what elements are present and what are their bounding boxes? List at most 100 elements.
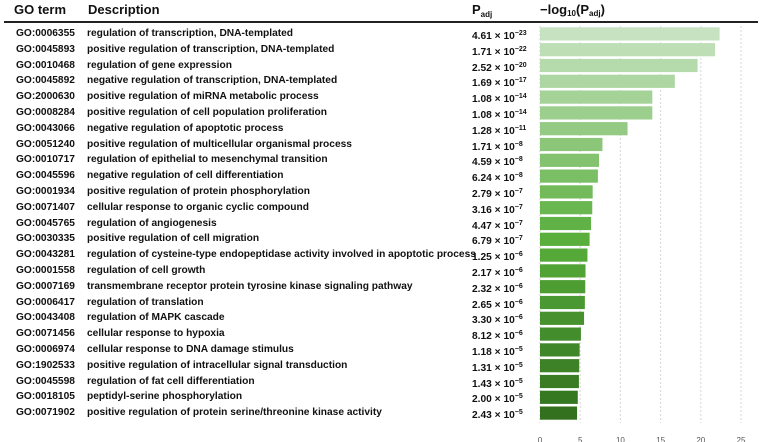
padj-exponent: −14 [514, 109, 527, 116]
go-term-description: cellular response to hypoxia [87, 328, 225, 340]
padj-value: 1.71 × 10−8 [472, 140, 523, 153]
padj-exponent: −7 [514, 235, 523, 243]
go-term-id: GO:0006417 [16, 296, 75, 308]
padj-mantissa: 3.30 [472, 315, 492, 327]
header-padj-p: P [472, 2, 481, 17]
go-term-id: GO:0001558 [16, 265, 75, 276]
padj-mantissa: 1.69 [472, 78, 492, 90]
bar-GO-1902533 [540, 359, 580, 373]
bar-GO-0008284 [540, 106, 653, 120]
go-term-description: positive regulation of protein serine/th… [87, 407, 382, 419]
padj-mantissa: 1.18 [472, 347, 492, 358]
padj-exponent: −6 [514, 282, 523, 290]
go-term-description: regulation of transcription, DNA-templat… [87, 28, 294, 39]
padj-exponent: −5 [514, 409, 523, 417]
go-term-description: regulation of translation [87, 296, 204, 308]
padj-value: 1.31 × 10−5 [472, 361, 523, 374]
padj-exponent: −22 [514, 45, 527, 53]
bar-GO-0045765 [540, 216, 592, 231]
go-term-description: regulation of fat cell differentiation [87, 375, 255, 387]
padj-value: 2.79 × 10−7 [472, 188, 523, 200]
padj-value: 4.61 × 10−23 [472, 30, 527, 42]
padj-mantissa: 1.08 [472, 94, 492, 106]
padj-exponent: −6 [514, 267, 523, 274]
go-term-id: GO:0045892 [16, 75, 75, 87]
padj-mantissa: 4.59 [472, 157, 492, 169]
go-term-description: regulation of cell growth [87, 265, 206, 276]
go-term-id: GO:0030335 [16, 233, 75, 245]
header-log-prefix: −log [540, 2, 568, 17]
go-term-id: GO:0018105 [16, 391, 75, 403]
bar-GO-2000630 [540, 90, 653, 104]
header-padj-sub: adj [480, 10, 493, 19]
padj-exponent: −6 [514, 298, 523, 306]
x-tick-label: 25 [737, 436, 746, 442]
bar-GO-0071407 [540, 201, 593, 215]
padj-value: 4.47 × 10−7 [472, 219, 523, 232]
padj-mantissa: 2.79 [472, 189, 492, 200]
go-term-id: GO:0006355 [16, 28, 75, 39]
padj-mantissa: 3.16 [472, 204, 492, 216]
padj-value: 2.00 × 10−5 [472, 393, 523, 406]
padj-mantissa: 1.71 [472, 46, 492, 58]
go-term-id: GO:0006974 [16, 344, 75, 355]
padj-value: 2.52 × 10−20 [472, 61, 527, 74]
bar-GO-0043066 [540, 122, 628, 136]
go-term-description: regulation of cysteine-type endopeptidas… [87, 249, 476, 261]
go-term-description: regulation of gene expression [87, 59, 232, 71]
bar-GO-0006355 [540, 27, 720, 41]
go-term-id: GO:0045893 [16, 43, 75, 55]
padj-exponent: −23 [514, 30, 527, 37]
go-term-description: positive regulation of transcription, DN… [87, 43, 335, 55]
x-tick-label: 10 [616, 436, 625, 442]
padj-mantissa: 2.43 [472, 410, 492, 422]
padj-exponent: −8 [514, 140, 523, 148]
header-log-base: 10 [567, 9, 576, 18]
padj-value: 4.59 × 10−8 [472, 156, 523, 169]
bar-GO-0045893 [540, 43, 716, 57]
padj-mantissa: 2.17 [472, 268, 492, 279]
go-term-description: regulation of angiogenesis [87, 217, 217, 229]
padj-mantissa: 1.25 [472, 252, 492, 264]
header-description: Description [88, 2, 160, 17]
padj-mantissa: 1.71 [472, 141, 492, 153]
padj-value: 3.16 × 10−7 [472, 203, 523, 216]
padj-mantissa: 1.08 [472, 110, 492, 121]
go-term-id: GO:0001934 [16, 186, 75, 197]
padj-value: 1.08 × 10−14 [472, 109, 527, 121]
bar-GO-0010468 [540, 58, 698, 73]
go-term-id: GO:0071407 [16, 201, 75, 213]
go-term-id: GO:0043066 [16, 122, 75, 134]
bar-GO-0010717 [540, 153, 600, 167]
bar-GO-0001558 [540, 264, 586, 278]
bar-GO-0043281 [540, 248, 588, 262]
bar-GO-0071456 [540, 327, 581, 341]
go-term-id: GO:2000630 [16, 91, 75, 103]
go-term-description: positive regulation of intracellular sig… [87, 359, 348, 371]
padj-mantissa: 2.32 [472, 283, 492, 295]
padj-mantissa: 8.12 [472, 331, 492, 343]
padj-exponent: −7 [514, 219, 523, 227]
go-term-description: cellular response to DNA damage stimulus [87, 344, 294, 355]
padj-mantissa: 1.43 [472, 378, 492, 390]
go-term-description: positive regulation of protein phosphory… [87, 186, 310, 197]
x-tick-label: 15 [656, 436, 665, 442]
bar-GO-0043408 [540, 311, 585, 325]
bar-GO-0045596 [540, 169, 598, 183]
padj-value: 1.28 × 10−11 [472, 124, 527, 137]
padj-value: 1.18 × 10−5 [472, 346, 523, 358]
go-term-description: positive regulation of cell population p… [87, 107, 327, 118]
bar-GO-0006417 [540, 295, 585, 310]
padj-exponent: −6 [514, 330, 523, 338]
padj-mantissa: 1.28 [472, 125, 492, 137]
go-term-description: regulation of MAPK cascade [87, 312, 225, 324]
padj-value: 1.71 × 10−22 [472, 45, 527, 58]
padj-exponent: −14 [514, 93, 527, 101]
go-term-description: positive regulation of miRNA metabolic p… [87, 91, 319, 103]
go-term-description: positive regulation of cell migration [87, 233, 260, 245]
go-term-description: regulation of epithelial to mesenchymal … [87, 154, 328, 166]
padj-exponent: −6 [514, 251, 523, 259]
bar-GO-0007169 [540, 280, 586, 294]
padj-exponent: −5 [514, 361, 523, 369]
bar-GO-0071902 [540, 406, 578, 420]
